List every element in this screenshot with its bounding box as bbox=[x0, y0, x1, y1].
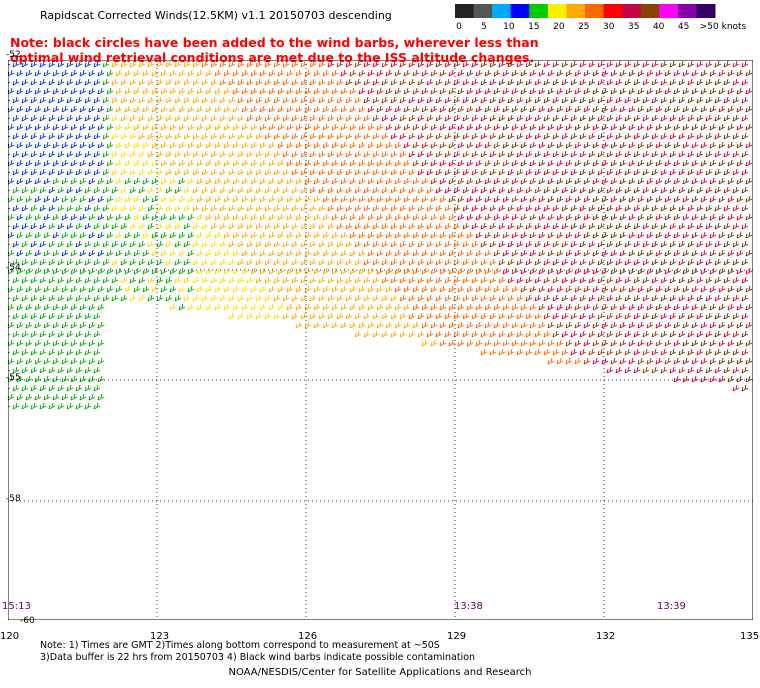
legend-label: 0 bbox=[456, 22, 462, 32]
credit-line: NOAA/NESDIS/Center for Satellite Applica… bbox=[0, 667, 760, 678]
legend-label: 10 bbox=[503, 22, 514, 32]
legend-swatch bbox=[622, 4, 641, 18]
legend-label: 45 bbox=[678, 22, 689, 32]
legend-label: 35 bbox=[628, 22, 639, 32]
legend-label: 40 bbox=[653, 22, 664, 32]
legend-label: 5 bbox=[481, 22, 487, 32]
legend-swatch bbox=[604, 4, 623, 18]
legend-label: 30 bbox=[603, 22, 614, 32]
legend-swatch bbox=[696, 4, 715, 18]
legend-swatch bbox=[548, 4, 567, 18]
legend-swatch bbox=[641, 4, 660, 18]
legend-swatch bbox=[474, 4, 493, 18]
time-label: 13:38 bbox=[454, 601, 483, 612]
legend-swatch bbox=[529, 4, 548, 18]
wind-speed-legend: 0 5 10 15 20 25 30 35 40 45 >50 knots bbox=[455, 4, 755, 26]
lon-tick: 132 bbox=[596, 631, 615, 642]
footnote: Note: 1) Times are GMT 2)Times along bot… bbox=[40, 640, 475, 664]
time-label: 13:39 bbox=[657, 601, 686, 612]
legend-swatch bbox=[492, 4, 511, 18]
legend-swatch bbox=[511, 4, 530, 18]
lon-tick: 120 bbox=[0, 631, 19, 642]
legend-swatch bbox=[659, 4, 678, 18]
legend-color-bar bbox=[455, 4, 755, 22]
legend-label: 15 bbox=[528, 22, 539, 32]
legend-swatch bbox=[585, 4, 604, 18]
lat-tick: -60 bbox=[20, 616, 35, 626]
lat-tick: -54 bbox=[6, 263, 21, 273]
legend-swatch bbox=[455, 4, 474, 18]
lat-tick: -55 bbox=[6, 373, 21, 383]
lat-tick: -52 bbox=[6, 50, 21, 60]
legend-label: >50 knots bbox=[700, 22, 747, 32]
warning-note: Note: black circles have been added to t… bbox=[10, 35, 570, 65]
legend-label: 20 bbox=[553, 22, 564, 32]
legend-swatch bbox=[566, 4, 585, 18]
legend-swatch bbox=[678, 4, 697, 18]
time-label: 15:13 bbox=[2, 601, 31, 612]
lon-tick: 135 bbox=[740, 631, 759, 642]
chart-title: Rapidscat Corrected Winds(12.5KM) v1.1 2… bbox=[40, 9, 392, 22]
lat-tick: -58 bbox=[6, 494, 21, 504]
wind-barb-map bbox=[8, 60, 753, 620]
legend-label: 25 bbox=[578, 22, 589, 32]
